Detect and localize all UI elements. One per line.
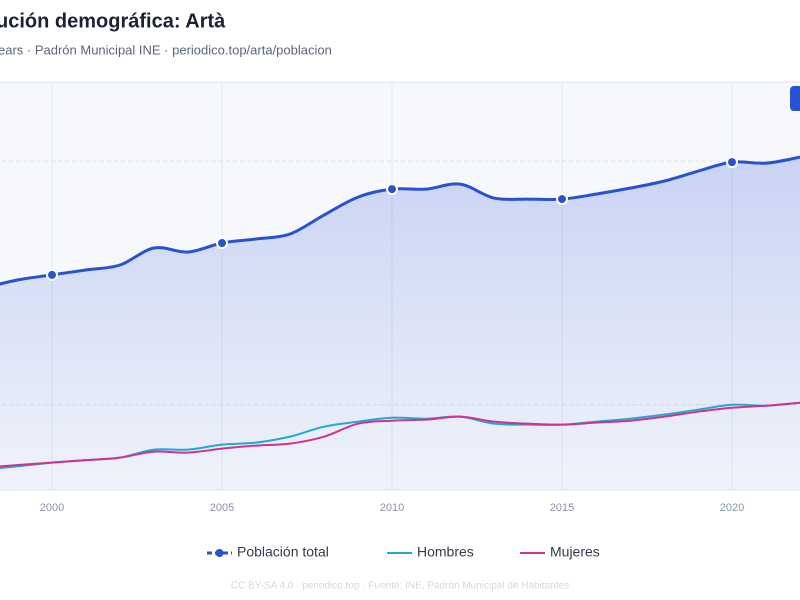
- legend: Población total Hombres Mujeres: [207, 544, 600, 560]
- area: [0, 157, 800, 490]
- x-tick-label: 2000: [40, 502, 64, 514]
- data-point: [386, 183, 398, 196]
- x-tick-label: 2010: [380, 502, 404, 514]
- x-tick-label: 2005: [210, 502, 234, 514]
- legend-label: Mujeres: [550, 544, 600, 560]
- x-tick-label: 2020: [720, 502, 744, 514]
- data-point: [726, 156, 738, 169]
- legend-label: Hombres: [417, 544, 474, 560]
- data-point: [216, 237, 228, 250]
- menu-button[interactable]: [790, 86, 800, 111]
- series-line: [0, 401, 800, 468]
- x-tick-label: 2015: [550, 502, 574, 514]
- legend-marker: [215, 549, 224, 557]
- footer: CC BY-SA 4.0 · periodico.top · Fuente: I…: [231, 581, 569, 592]
- chart-subtitle: ears · Padrón Municipal INE · periodico.…: [0, 42, 332, 57]
- chart-title: ución demográfica: Artà: [0, 10, 226, 32]
- legend-label: Población total: [237, 544, 329, 560]
- data-point: [556, 193, 568, 206]
- plot: 2000 2005 2010 2015 2020: [0, 82, 800, 514]
- data-point: [46, 268, 58, 281]
